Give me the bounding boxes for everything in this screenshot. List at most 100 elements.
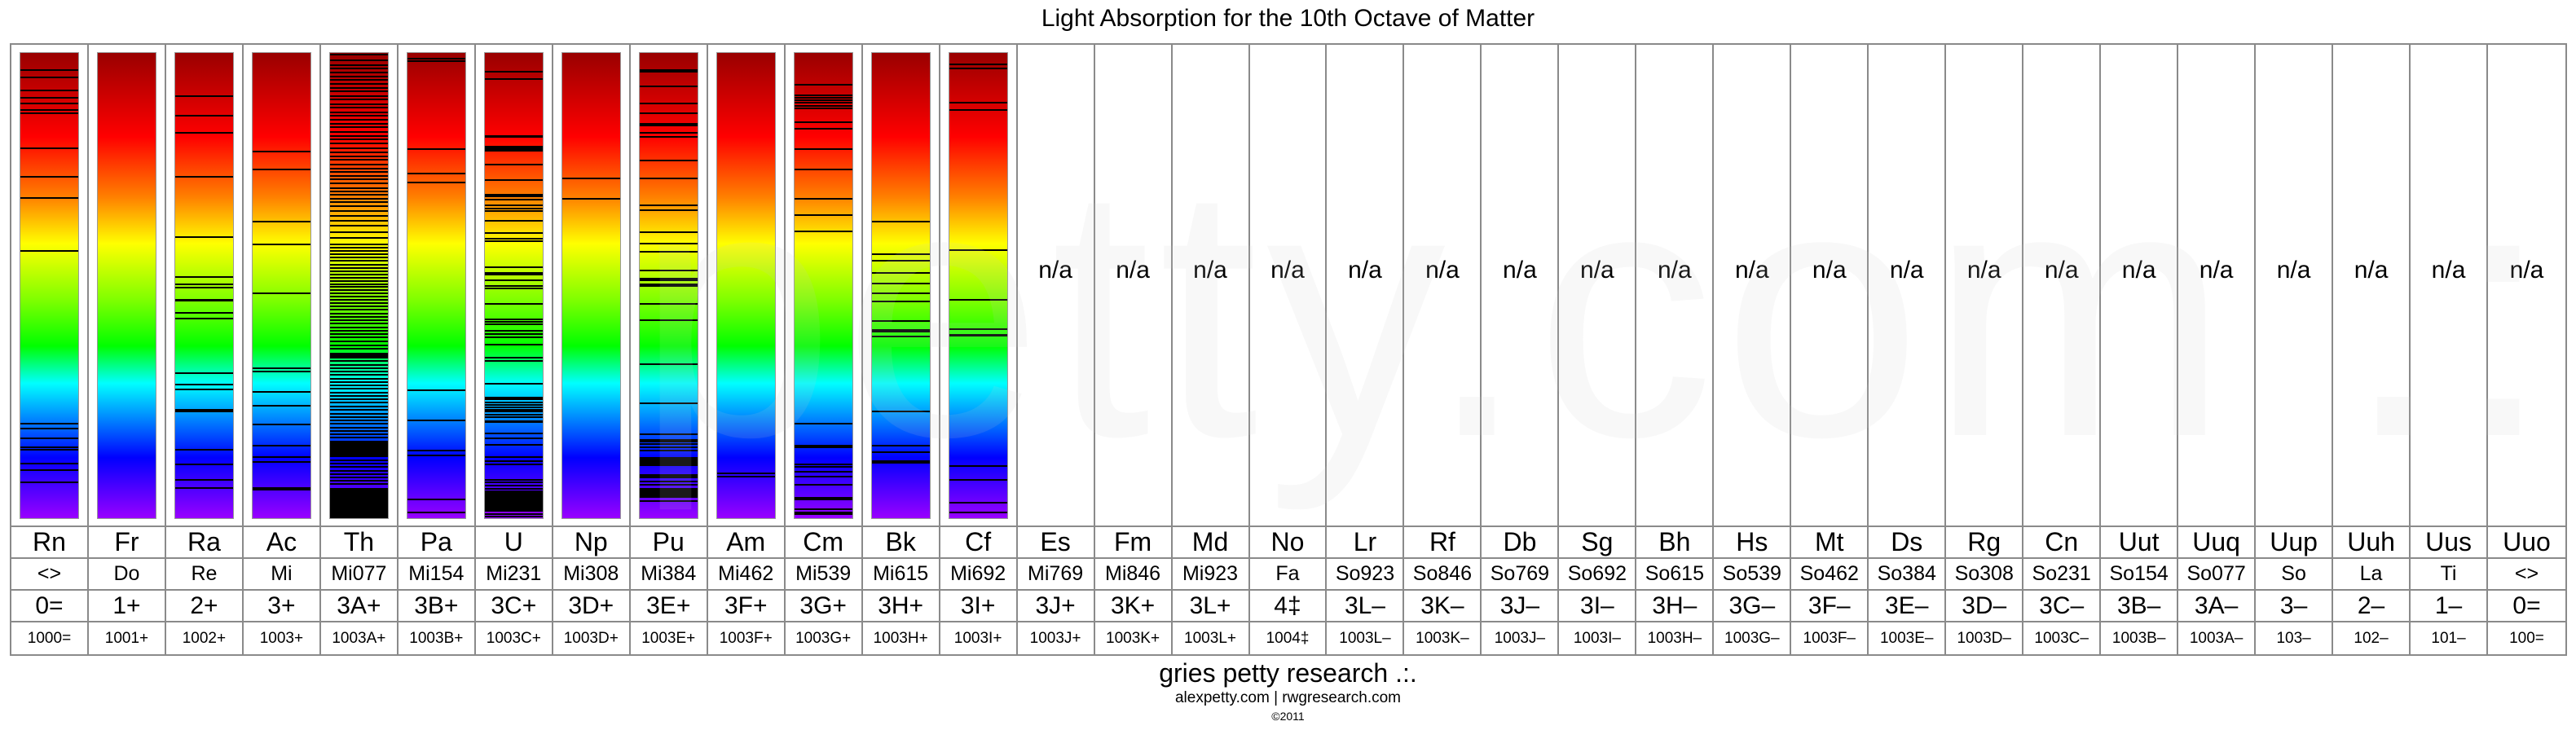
absorption-line: [484, 208, 543, 210]
absorption-line: [329, 249, 388, 252]
absorption-line: [484, 336, 543, 338]
absorption-line: [484, 485, 543, 487]
absorption-line: [252, 391, 310, 394]
absorption-line: [561, 177, 620, 179]
absorption-line: [871, 328, 930, 331]
element-column-np: Np Mi308 3D+ 1003D+: [553, 45, 631, 654]
absorption-line: [639, 270, 698, 272]
absorption-band: [329, 440, 388, 457]
not-available-label: n/a: [1038, 257, 1072, 284]
absorption-line: [329, 295, 388, 297]
absorption-line: [329, 301, 388, 304]
absorption-line: [329, 405, 388, 407]
absorption-line: [484, 382, 543, 385]
not-available-label: n/a: [1116, 257, 1150, 284]
spectrum-cell: n/a: [1946, 45, 2023, 527]
absorption-line: [174, 131, 233, 134]
absorption-line: [329, 371, 388, 373]
spectrum-cell: n/a: [1636, 45, 1713, 527]
element-column-rg: n/a Rg So308 3D– 1003D–: [1946, 45, 2024, 654]
absorption-line: [949, 102, 1007, 104]
absorption-line: [639, 433, 698, 435]
absorption-line: [329, 244, 388, 246]
absorption-line: [484, 401, 543, 403]
absorption-line: [174, 372, 233, 375]
absorption-line: [174, 312, 233, 314]
absorption-line: [329, 408, 388, 411]
element-code: 1003C–: [2034, 629, 2089, 647]
absorption-line: [174, 384, 233, 386]
absorption-line: [484, 396, 543, 398]
element-symbol: Cf: [940, 527, 1016, 559]
absorption-line: [484, 319, 543, 321]
absorption-line: [174, 408, 233, 411]
absorption-line: [329, 363, 388, 366]
absorption-line: [252, 445, 310, 447]
absorption-line: [329, 187, 388, 189]
element-note: So539: [1714, 559, 1790, 591]
element-note: So077: [2178, 559, 2255, 591]
absorption-line: [329, 164, 388, 166]
spectrum-cell: n/a: [1714, 45, 1790, 527]
absorption-line: [329, 83, 388, 86]
element-column-mt: n/a Mt So462 3F– 1003F–: [1791, 45, 1869, 654]
not-available-label: n/a: [2354, 257, 2389, 284]
element-column-uus: n/a Uus Ti 1– 101–: [2411, 45, 2489, 654]
element-column-ds: n/a Ds So384 3E– 1003E–: [1869, 45, 1947, 654]
absorption-spectrum: [561, 52, 621, 519]
absorption-line: [329, 194, 388, 196]
absorption-line: [329, 266, 388, 269]
element-code: 1003G+: [795, 629, 852, 647]
absorption-line: [484, 266, 543, 268]
absorption-line: [329, 95, 388, 97]
element-code: 1003J+: [1029, 629, 1081, 647]
element-note: So231: [2023, 559, 2100, 591]
element-charge: 1–: [2411, 591, 2487, 622]
element-charge: 0=: [2488, 591, 2565, 622]
absorption-line: [329, 139, 388, 141]
absorption-line: [407, 419, 465, 421]
element-symbol: Ds: [1869, 527, 1945, 559]
element-note: <>: [2488, 559, 2565, 591]
absorption-line: [484, 460, 543, 463]
footer-links: alexpetty.com | rwgresearch.com: [1174, 689, 1401, 706]
absorption-line: [329, 182, 388, 184]
element-note: Mi615: [862, 559, 939, 591]
absorption-line: [484, 210, 543, 213]
absorption-line: [794, 96, 852, 99]
element-note: La: [2333, 559, 2410, 591]
element-symbol: Ac: [243, 527, 319, 559]
absorption-line: [639, 102, 698, 104]
element-symbol: Cn: [2023, 527, 2100, 559]
absorption-line: [329, 71, 388, 73]
element-note: Mi308: [553, 559, 629, 591]
spectrum-cell: [553, 45, 629, 527]
absorption-line: [329, 197, 388, 200]
absorption-line: [329, 246, 388, 248]
element-charge: 3D+: [553, 591, 629, 622]
absorption-line: [20, 449, 78, 451]
absorption-line: [252, 489, 310, 491]
absorption-line: [252, 221, 310, 223]
absorption-line: [329, 437, 388, 439]
element-symbol: Np: [553, 527, 629, 559]
absorption-line: [484, 147, 543, 150]
absorption-spectrum: [716, 52, 776, 519]
absorption-line: [639, 204, 698, 207]
absorption-spectrum: [483, 52, 544, 519]
spectrum-cell: [11, 45, 87, 527]
element-column-db: n/a Db So769 3J– 1003J–: [1482, 45, 1560, 654]
absorption-line: [329, 423, 388, 425]
spectrum-cell: n/a: [1404, 45, 1481, 527]
element-charge: 4‡: [1249, 591, 1326, 622]
absorption-line: [484, 443, 543, 446]
absorption-line: [329, 263, 388, 266]
element-charge: 3L+: [1172, 591, 1248, 622]
element-note: So: [2256, 559, 2332, 591]
absorption-line: [794, 121, 852, 124]
element-charge: 3G–: [1714, 591, 1790, 622]
absorption-line: [484, 194, 543, 196]
element-code: 1000=: [27, 629, 72, 647]
absorption-line: [639, 319, 698, 322]
spectrum-cell: n/a: [1559, 45, 1636, 527]
